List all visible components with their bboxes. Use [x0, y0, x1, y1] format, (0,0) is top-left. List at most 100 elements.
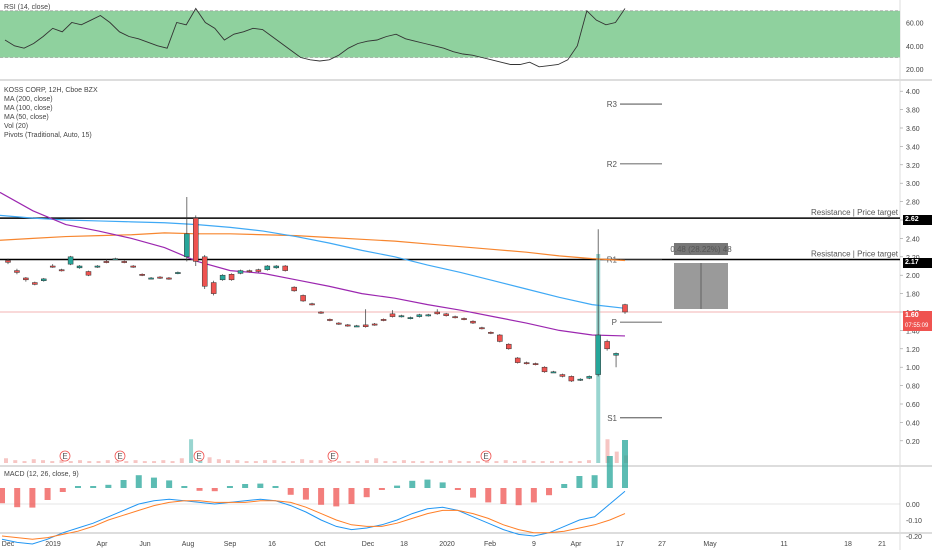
candle — [238, 270, 243, 275]
macd-histogram-bar — [121, 480, 127, 488]
macd-histogram-bar — [136, 475, 142, 488]
macd-histogram-bar — [75, 486, 81, 488]
candle — [95, 265, 100, 268]
volume-bar — [97, 461, 101, 463]
candle-body — [202, 257, 207, 286]
macd-histogram-bar — [212, 488, 218, 491]
rsi-tick-label: 20.00 — [906, 67, 924, 74]
candle-body — [569, 376, 574, 381]
volume-bar — [180, 458, 184, 463]
candle — [614, 352, 619, 367]
volume-bar — [467, 461, 471, 463]
volume-bar — [531, 461, 535, 463]
time-tick-label: Apr — [97, 541, 109, 548]
ma100-line — [0, 215, 625, 308]
volume-bar — [541, 461, 545, 463]
pivot-label: R3 — [607, 100, 618, 109]
volume-bar — [615, 452, 619, 463]
rsi-title: RSI (14, close) — [4, 4, 50, 11]
volume-bar — [365, 460, 369, 463]
candle-body — [211, 283, 216, 294]
candle — [470, 320, 475, 324]
volume-bar — [411, 461, 415, 463]
macd-histogram-bar — [409, 481, 415, 488]
time-tick-label: May — [703, 541, 717, 548]
candle-body — [408, 318, 413, 319]
macd-histogram-bar — [45, 488, 51, 500]
candle-body — [166, 278, 171, 279]
candle-body — [68, 257, 73, 264]
macd-histogram-bar — [0, 488, 5, 503]
macd-histogram-bar — [348, 488, 354, 504]
macd-histogram-bar — [561, 484, 567, 488]
volume-bar — [245, 461, 249, 463]
macd-histogram-bar — [546, 488, 552, 495]
candle — [551, 371, 556, 373]
candle-body — [551, 372, 556, 373]
time-tick-label: Feb — [484, 541, 496, 548]
legend-pivots: Pivots (Traditional, Auto, 15) — [4, 131, 98, 140]
macd-histogram-bar — [257, 484, 263, 488]
time-tick-label: Dec — [2, 541, 15, 548]
volume-bar — [504, 460, 508, 463]
macd-histogram-bar — [333, 488, 339, 506]
earnings-label: E — [330, 452, 335, 461]
candle-body — [587, 376, 592, 378]
time-tick-label: 16 — [268, 541, 276, 548]
volume-bar — [41, 460, 45, 463]
candle — [318, 311, 323, 314]
legend-ma200: MA (200, close) — [4, 95, 98, 104]
price-tick-label: 0.80 — [906, 384, 920, 391]
candle — [41, 278, 46, 282]
macd-histogram-bar — [288, 488, 294, 495]
macd-title: MACD (12, 26, close, 9) — [4, 471, 79, 478]
volume-bar — [189, 439, 193, 463]
time-tick-label: Oct — [315, 541, 326, 548]
candle-body — [381, 319, 386, 320]
candle-body — [354, 326, 359, 327]
volume-bar — [291, 461, 295, 463]
ma200-line — [0, 233, 625, 261]
candle-body — [605, 341, 610, 348]
candle — [390, 310, 395, 317]
candle — [399, 315, 404, 318]
time-tick-label: Aug — [182, 541, 195, 548]
volume-bar — [143, 461, 147, 463]
volume-bar — [309, 460, 313, 463]
candle-body — [497, 335, 502, 341]
volume-bar — [448, 460, 452, 463]
macd-tick-label: -0.10 — [906, 518, 922, 525]
rsi-tick-label: 60.00 — [906, 21, 924, 28]
candle-body — [479, 328, 484, 329]
price-tick-label: 0.20 — [906, 439, 920, 446]
volume-bar — [115, 461, 119, 463]
candle — [68, 256, 73, 265]
volume-bar — [87, 461, 91, 463]
volume-bar — [272, 460, 276, 463]
volume-bar — [32, 459, 36, 463]
time-tick-label: Sep — [224, 541, 237, 548]
candle — [32, 282, 37, 286]
time-tick-label: 18 — [400, 541, 408, 548]
candle — [175, 272, 180, 275]
candle — [77, 265, 82, 269]
candle-body — [524, 363, 529, 364]
price-tick-label: 3.00 — [906, 181, 920, 188]
candle-body — [220, 275, 225, 280]
candle — [462, 318, 467, 321]
candle-body — [256, 270, 261, 272]
earnings-label: E — [483, 452, 488, 461]
volume-bar — [550, 461, 554, 463]
price-tick-label: 3.60 — [906, 126, 920, 133]
macd-histogram-bar — [105, 485, 111, 488]
candle-body — [578, 379, 583, 380]
macd-histogram-bar — [273, 486, 279, 488]
candle-body — [50, 266, 55, 267]
candle — [542, 366, 547, 372]
macd-histogram-bar — [151, 478, 157, 488]
volume-bar — [328, 461, 332, 463]
time-tick-label: 27 — [658, 541, 666, 548]
candle — [515, 357, 520, 363]
volume-bar — [161, 460, 165, 463]
